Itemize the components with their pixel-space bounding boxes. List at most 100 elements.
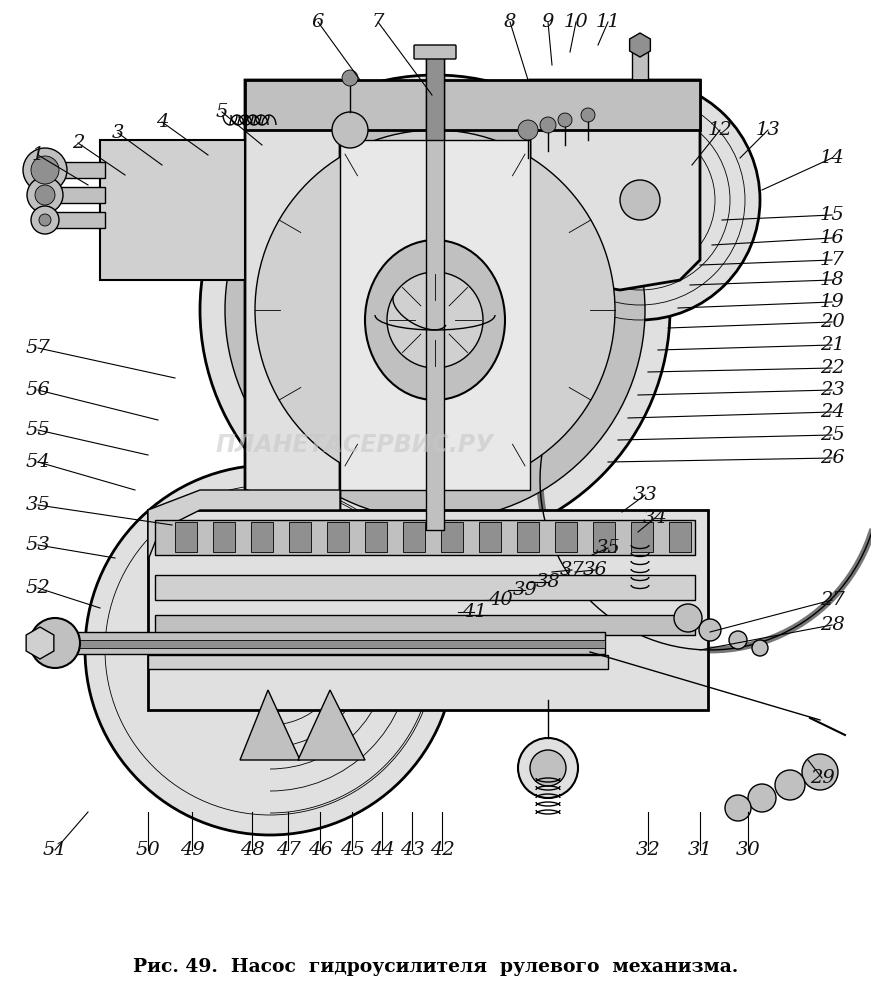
Circle shape	[518, 120, 538, 140]
Circle shape	[775, 770, 805, 800]
Circle shape	[748, 784, 776, 812]
Circle shape	[752, 640, 768, 656]
FancyBboxPatch shape	[414, 45, 456, 59]
Text: ПЛАНЕТАСЕРВИС.РУ: ПЛАНЕТАСЕРВИС.РУ	[215, 433, 494, 457]
Text: 22: 22	[820, 359, 844, 377]
Text: 43: 43	[400, 841, 424, 859]
Text: 18: 18	[820, 271, 844, 289]
Text: 33: 33	[632, 486, 658, 504]
FancyBboxPatch shape	[45, 640, 605, 648]
FancyBboxPatch shape	[175, 522, 197, 552]
Text: 9: 9	[542, 13, 554, 31]
Text: 47: 47	[275, 841, 300, 859]
Text: 4: 4	[156, 113, 168, 131]
FancyBboxPatch shape	[669, 522, 691, 552]
Text: 51: 51	[43, 841, 67, 859]
FancyBboxPatch shape	[426, 50, 444, 530]
FancyBboxPatch shape	[327, 522, 349, 552]
Text: 11: 11	[596, 13, 620, 31]
FancyBboxPatch shape	[365, 522, 387, 552]
Text: 8: 8	[503, 13, 517, 31]
FancyBboxPatch shape	[289, 522, 311, 552]
Circle shape	[620, 180, 660, 220]
FancyBboxPatch shape	[155, 520, 695, 555]
FancyBboxPatch shape	[148, 655, 608, 669]
Text: 10: 10	[564, 13, 589, 31]
Circle shape	[31, 156, 59, 184]
Text: 54: 54	[25, 453, 51, 471]
Circle shape	[342, 70, 358, 86]
Text: 55: 55	[25, 421, 51, 439]
Text: 52: 52	[25, 579, 51, 597]
Text: 13: 13	[756, 121, 780, 139]
Circle shape	[530, 750, 566, 786]
Circle shape	[699, 619, 721, 641]
Polygon shape	[298, 690, 365, 760]
Circle shape	[520, 80, 760, 320]
Circle shape	[581, 108, 595, 122]
Text: 6: 6	[312, 13, 324, 31]
Text: 21: 21	[820, 336, 844, 354]
Circle shape	[30, 618, 80, 668]
Text: 20: 20	[820, 313, 844, 331]
Polygon shape	[530, 80, 700, 290]
Text: 5: 5	[216, 103, 228, 121]
Circle shape	[387, 272, 483, 368]
Text: 30: 30	[736, 841, 760, 859]
Text: Рис. 49.  Насос  гидроусилителя  рулевого  механизма.: Рис. 49. Насос гидроусилителя рулевого м…	[133, 958, 738, 976]
Ellipse shape	[365, 240, 505, 400]
Text: 26: 26	[820, 449, 844, 467]
Text: 56: 56	[25, 381, 51, 399]
FancyBboxPatch shape	[555, 522, 577, 552]
FancyBboxPatch shape	[479, 522, 501, 552]
Text: 46: 46	[307, 841, 333, 859]
FancyBboxPatch shape	[517, 522, 539, 552]
FancyBboxPatch shape	[632, 50, 648, 80]
Circle shape	[518, 738, 578, 798]
Text: 35: 35	[596, 539, 620, 557]
Polygon shape	[148, 490, 340, 560]
Circle shape	[200, 75, 670, 545]
Text: 39: 39	[513, 581, 537, 599]
Polygon shape	[340, 140, 530, 490]
Text: 25: 25	[820, 426, 844, 444]
Text: 36: 36	[583, 561, 607, 579]
Text: 24: 24	[820, 403, 844, 421]
Circle shape	[540, 117, 556, 133]
Circle shape	[407, 282, 463, 338]
Text: 14: 14	[820, 149, 844, 167]
Circle shape	[35, 185, 55, 205]
Circle shape	[31, 206, 59, 234]
Polygon shape	[245, 80, 700, 130]
FancyBboxPatch shape	[155, 615, 695, 635]
FancyBboxPatch shape	[441, 522, 463, 552]
Text: 49: 49	[179, 841, 205, 859]
Polygon shape	[100, 140, 245, 280]
Circle shape	[332, 112, 368, 148]
Text: 12: 12	[707, 121, 733, 139]
Text: 27: 27	[820, 591, 844, 609]
Text: 19: 19	[820, 293, 844, 311]
Text: 32: 32	[636, 841, 660, 859]
Circle shape	[85, 465, 455, 835]
Text: 41: 41	[462, 603, 486, 621]
Text: 53: 53	[25, 536, 51, 554]
Circle shape	[39, 214, 51, 226]
Text: 17: 17	[820, 251, 844, 269]
Text: 29: 29	[810, 769, 834, 787]
Text: 40: 40	[488, 591, 512, 609]
FancyBboxPatch shape	[251, 522, 273, 552]
Text: 35: 35	[25, 496, 51, 514]
FancyBboxPatch shape	[426, 50, 444, 140]
Text: 38: 38	[536, 573, 560, 591]
Circle shape	[225, 100, 645, 520]
FancyBboxPatch shape	[45, 187, 105, 203]
Text: 50: 50	[136, 841, 160, 859]
Circle shape	[729, 631, 747, 649]
Text: 28: 28	[820, 616, 844, 634]
Text: 7: 7	[372, 13, 384, 31]
Circle shape	[802, 754, 838, 790]
FancyBboxPatch shape	[45, 162, 105, 178]
Text: 23: 23	[820, 381, 844, 399]
FancyBboxPatch shape	[213, 522, 235, 552]
